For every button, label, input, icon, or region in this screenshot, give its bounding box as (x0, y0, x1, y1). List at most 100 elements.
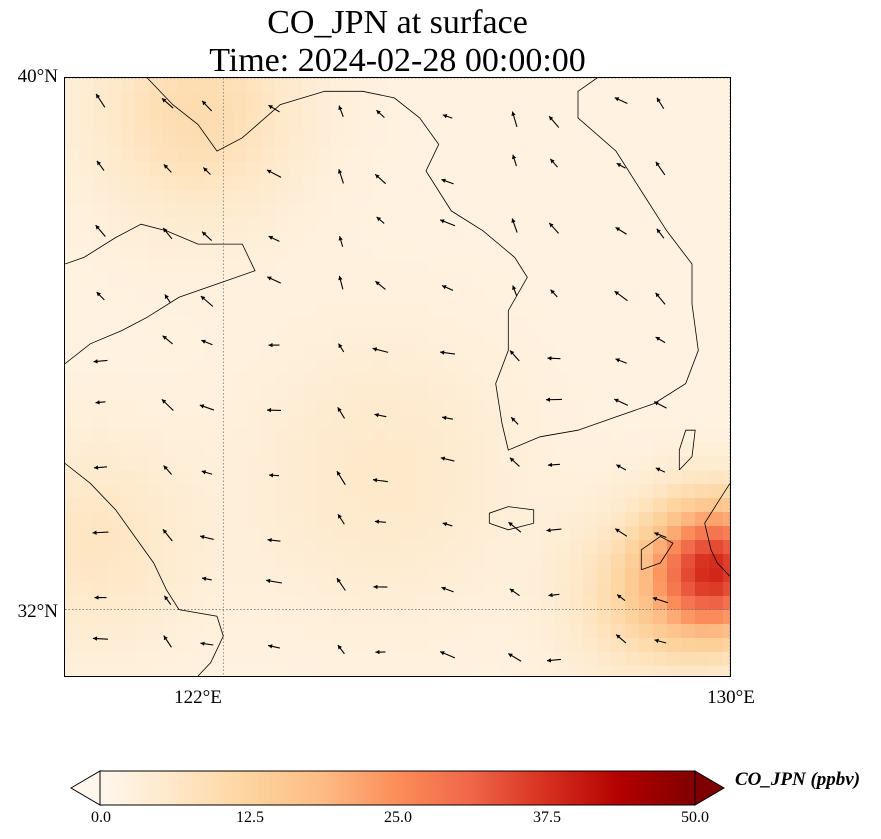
field-cell (597, 302, 612, 317)
field-cell (625, 190, 640, 205)
field-cell (513, 554, 528, 569)
field-cell (625, 484, 640, 499)
field-cell (723, 526, 730, 541)
field-cell (205, 78, 220, 93)
field-cell (527, 512, 542, 527)
field-cell (163, 358, 178, 373)
field-cell (485, 344, 500, 359)
field-cell (191, 638, 206, 653)
field-cell (205, 456, 220, 471)
field-cell (471, 442, 486, 457)
field-cell (149, 652, 164, 667)
field-cell (667, 666, 682, 676)
field-cell (205, 274, 220, 289)
field-cell (639, 624, 654, 639)
field-cell (457, 232, 472, 247)
field-cell (723, 582, 730, 597)
field-cell (527, 120, 542, 135)
field-cell (275, 540, 290, 555)
field-cell (65, 316, 80, 331)
field-cell (107, 652, 122, 667)
field-cell (681, 512, 696, 527)
field-cell (177, 246, 192, 261)
field-cell (723, 638, 730, 653)
field-cell (597, 568, 612, 583)
wind-arrow-head (375, 649, 380, 655)
field-cell (345, 372, 360, 387)
field-cell (681, 148, 696, 163)
field-cell (191, 470, 206, 485)
field-cell (709, 666, 724, 676)
field-cell (289, 372, 304, 387)
field-cell (597, 106, 612, 121)
field-cell (401, 512, 416, 527)
field-cell (723, 288, 730, 303)
field-cell (541, 344, 556, 359)
field-cell (681, 470, 696, 485)
field-cell (639, 120, 654, 135)
field-cell (681, 442, 696, 457)
field-cell (639, 106, 654, 121)
field-cell (457, 190, 472, 205)
field-cell (527, 400, 542, 415)
field-cell (401, 540, 416, 555)
field-cell (415, 414, 430, 429)
field-cell (723, 568, 730, 583)
field-cell (667, 344, 682, 359)
field-cell (345, 596, 360, 611)
field-cell (639, 190, 654, 205)
field-cell (709, 358, 724, 373)
field-cell (135, 344, 150, 359)
field-cell (485, 638, 500, 653)
field-cell (723, 652, 730, 667)
field-cell (79, 554, 94, 569)
field-cell (205, 568, 220, 583)
field-cell (471, 92, 486, 107)
field-cell (485, 582, 500, 597)
field-cell (667, 288, 682, 303)
field-cell (443, 232, 458, 247)
field-cell (527, 330, 542, 345)
field-cell (709, 232, 724, 247)
field-cell (625, 624, 640, 639)
field-cell (415, 176, 430, 191)
field-cell (373, 540, 388, 555)
field-cell (219, 568, 234, 583)
field-cell (121, 428, 136, 443)
field-cell (107, 624, 122, 639)
field-cell (261, 624, 276, 639)
field-cell (65, 246, 80, 261)
field-cell (555, 274, 570, 289)
field-cell (177, 470, 192, 485)
field-cell (625, 162, 640, 177)
field-cell (247, 386, 262, 401)
field-cell (639, 400, 654, 415)
field-cell (275, 344, 290, 359)
field-cell (681, 428, 696, 443)
field-cell (527, 106, 542, 121)
field-cell (289, 148, 304, 163)
field-cell (177, 456, 192, 471)
field-cell (639, 218, 654, 233)
wind-arrow-head (545, 397, 550, 402)
field-cell (149, 218, 164, 233)
field-cell (219, 554, 234, 569)
field-cell (107, 582, 122, 597)
field-cell (275, 582, 290, 597)
colorbar-tick-4: 50.0 (681, 809, 709, 826)
field-cell (317, 106, 332, 121)
field-cell (457, 260, 472, 275)
field-cell (513, 190, 528, 205)
field-cell (653, 232, 668, 247)
field-cell (723, 204, 730, 219)
field-cell (275, 638, 290, 653)
field-cell (65, 428, 80, 443)
field-cell (513, 456, 528, 471)
field-cell (65, 386, 80, 401)
field-cell (233, 78, 248, 93)
field-cell (597, 148, 612, 163)
field-cell (639, 232, 654, 247)
field-cell (359, 302, 374, 317)
field-cell (65, 540, 80, 555)
field-cell (457, 204, 472, 219)
